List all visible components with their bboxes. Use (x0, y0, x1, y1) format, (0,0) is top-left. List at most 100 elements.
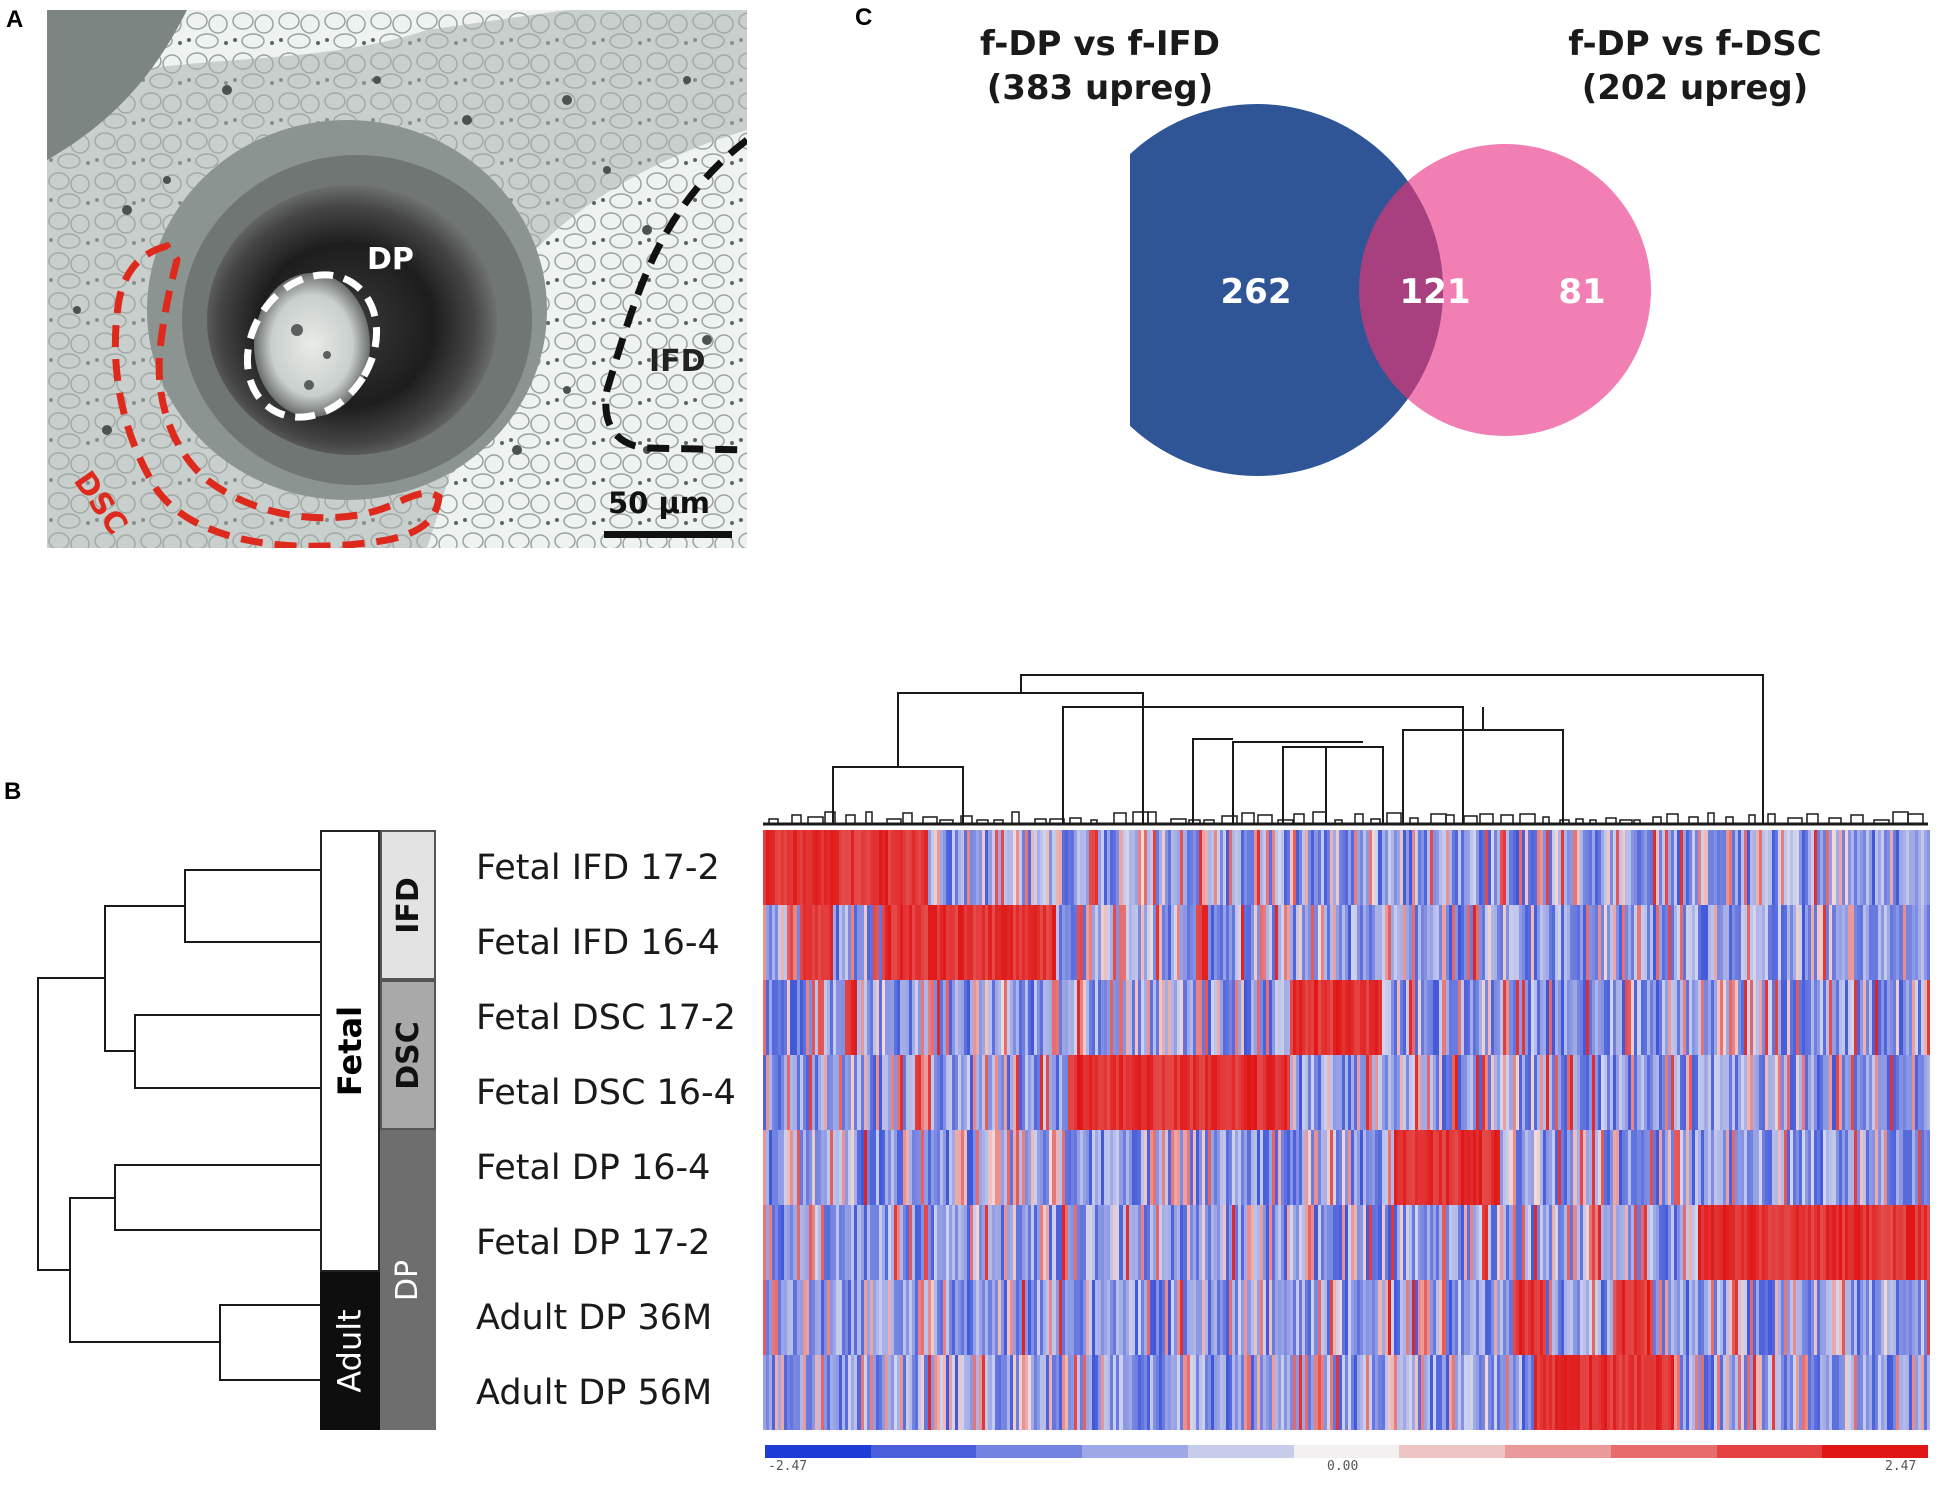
heatmap-cell (1625, 1205, 1629, 1280)
heatmap-cell (1716, 980, 1720, 1055)
heatmap-cell (1390, 905, 1394, 980)
heatmap-cell (1076, 1130, 1080, 1205)
heatmap-cell (1701, 1280, 1705, 1355)
heatmap-cell (1092, 905, 1096, 980)
heatmap-cell (1506, 1130, 1510, 1205)
heatmap-cell (1817, 1205, 1821, 1280)
heatmap-cell (790, 980, 794, 1055)
heatmap-cell (1475, 830, 1480, 905)
heatmap-cell (1457, 1055, 1461, 1130)
heatmap-cell (1408, 1355, 1412, 1430)
heatmap-cell (1040, 1355, 1044, 1430)
heatmap-cell (1192, 830, 1196, 905)
heatmap-cell (1137, 1205, 1141, 1280)
heatmap-cell (1348, 1355, 1352, 1430)
heatmap-cell (1597, 1205, 1601, 1280)
heatmap-cell (1299, 1355, 1303, 1430)
heatmap-cell (1561, 1280, 1565, 1355)
dendrogram-leaf-branch (1132, 811, 1149, 824)
heatmap-cell (915, 1355, 919, 1430)
heatmap-cell (845, 1355, 849, 1430)
dendrogram-leaf-branch (1312, 811, 1327, 824)
heatmap-cell (1783, 1355, 1787, 1430)
heatmap-cell (897, 1055, 901, 1130)
heatmap-cell (1244, 1055, 1248, 1130)
colorbar-segment (1293, 1445, 1400, 1458)
heatmap-cell (1670, 1205, 1675, 1280)
heatmap-cell (1561, 1355, 1565, 1430)
heatmap-cell (1591, 1055, 1595, 1130)
heatmap-cell (1399, 1055, 1403, 1130)
heatmap-cell (1820, 980, 1824, 1055)
heatmap-cell (945, 980, 949, 1055)
heatmap-cell (1037, 905, 1041, 980)
heatmap-cell (1722, 1055, 1726, 1130)
heatmap-cell (1844, 1205, 1848, 1280)
heatmap-cell (1582, 905, 1586, 980)
heatmap-cell (1591, 980, 1595, 1055)
heatmap-cell (1335, 1205, 1339, 1280)
heatmap-cell (1902, 1205, 1906, 1280)
heatmap-cell (1689, 1130, 1693, 1205)
heatmap-cell (1817, 830, 1821, 905)
dendrogram-leaf-branch (1293, 813, 1305, 824)
heatmap-cell (1168, 980, 1172, 1055)
heatmap-cell (1798, 830, 1802, 905)
heatmap-cell (1741, 1130, 1745, 1205)
heatmap-cell (1582, 830, 1586, 905)
heatmap-cell (1116, 830, 1120, 905)
heatmap-cell (1543, 1055, 1547, 1130)
heatmap-cell (1610, 1355, 1614, 1430)
heatmap-cell (906, 905, 910, 980)
heatmap-cell (1558, 1130, 1562, 1205)
heatmap-cell (997, 905, 1001, 980)
heatmap-cell (1753, 980, 1757, 1055)
heatmap-cell (1865, 980, 1870, 1055)
heatmap-cell (1792, 1055, 1796, 1130)
heatmap-cell (1573, 1355, 1577, 1430)
heatmap-cell (1119, 1055, 1123, 1130)
heatmap-cell (1539, 1355, 1543, 1430)
heatmap-cell (842, 905, 846, 980)
heatmap-cell (1865, 1280, 1870, 1355)
heatmap-cell (1798, 1205, 1802, 1280)
heatmap-cell (924, 905, 928, 980)
heatmap-cell (1594, 1280, 1598, 1355)
heatmap-cell (1521, 980, 1525, 1055)
heatmap-cell (1698, 980, 1702, 1055)
heatmap-cell (997, 830, 1001, 905)
heatmap-cell (1902, 1055, 1906, 1130)
heatmap-cell (1259, 905, 1263, 980)
heatmap-cell (1841, 1130, 1845, 1205)
heatmap-cell (1384, 1130, 1388, 1205)
heatmap-cell (1384, 830, 1388, 905)
heatmap-cell (1442, 1205, 1446, 1280)
heatmap-cell (1719, 980, 1723, 1055)
heatmap-cell (921, 1130, 925, 1205)
heatmap-cell (1442, 1055, 1446, 1130)
heatmap-cell (848, 1355, 852, 1430)
heatmap-cell (1509, 1055, 1513, 1130)
heatmap-cell (1789, 905, 1793, 980)
heatmap-cell (1274, 1355, 1278, 1430)
heatmap-cell (1872, 1130, 1876, 1205)
heatmap-cell (1887, 1355, 1891, 1430)
heatmap-cell (817, 1130, 821, 1205)
heatmap-cell (1530, 1280, 1534, 1355)
heatmap-cell (1521, 1055, 1525, 1130)
heatmap-cell (1890, 830, 1894, 905)
heatmap-cell (1917, 1205, 1921, 1280)
heatmap-cell (1552, 1130, 1556, 1205)
heatmap-cell (1018, 1355, 1022, 1430)
heatmap-cell (1823, 1055, 1827, 1130)
heatmap-cell (830, 905, 834, 980)
heatmap-cell (1302, 980, 1306, 1055)
dendrogram-leaf-branch (1519, 813, 1536, 824)
heatmap-cell (1643, 905, 1647, 980)
heatmap-cell (1674, 1130, 1678, 1205)
heatmap-cell (1411, 1205, 1416, 1280)
heatmap-cell (1351, 1055, 1355, 1130)
heatmap-cell (826, 1130, 831, 1205)
heatmap-cell (1232, 1055, 1236, 1130)
heatmap-cell (1320, 1205, 1324, 1280)
